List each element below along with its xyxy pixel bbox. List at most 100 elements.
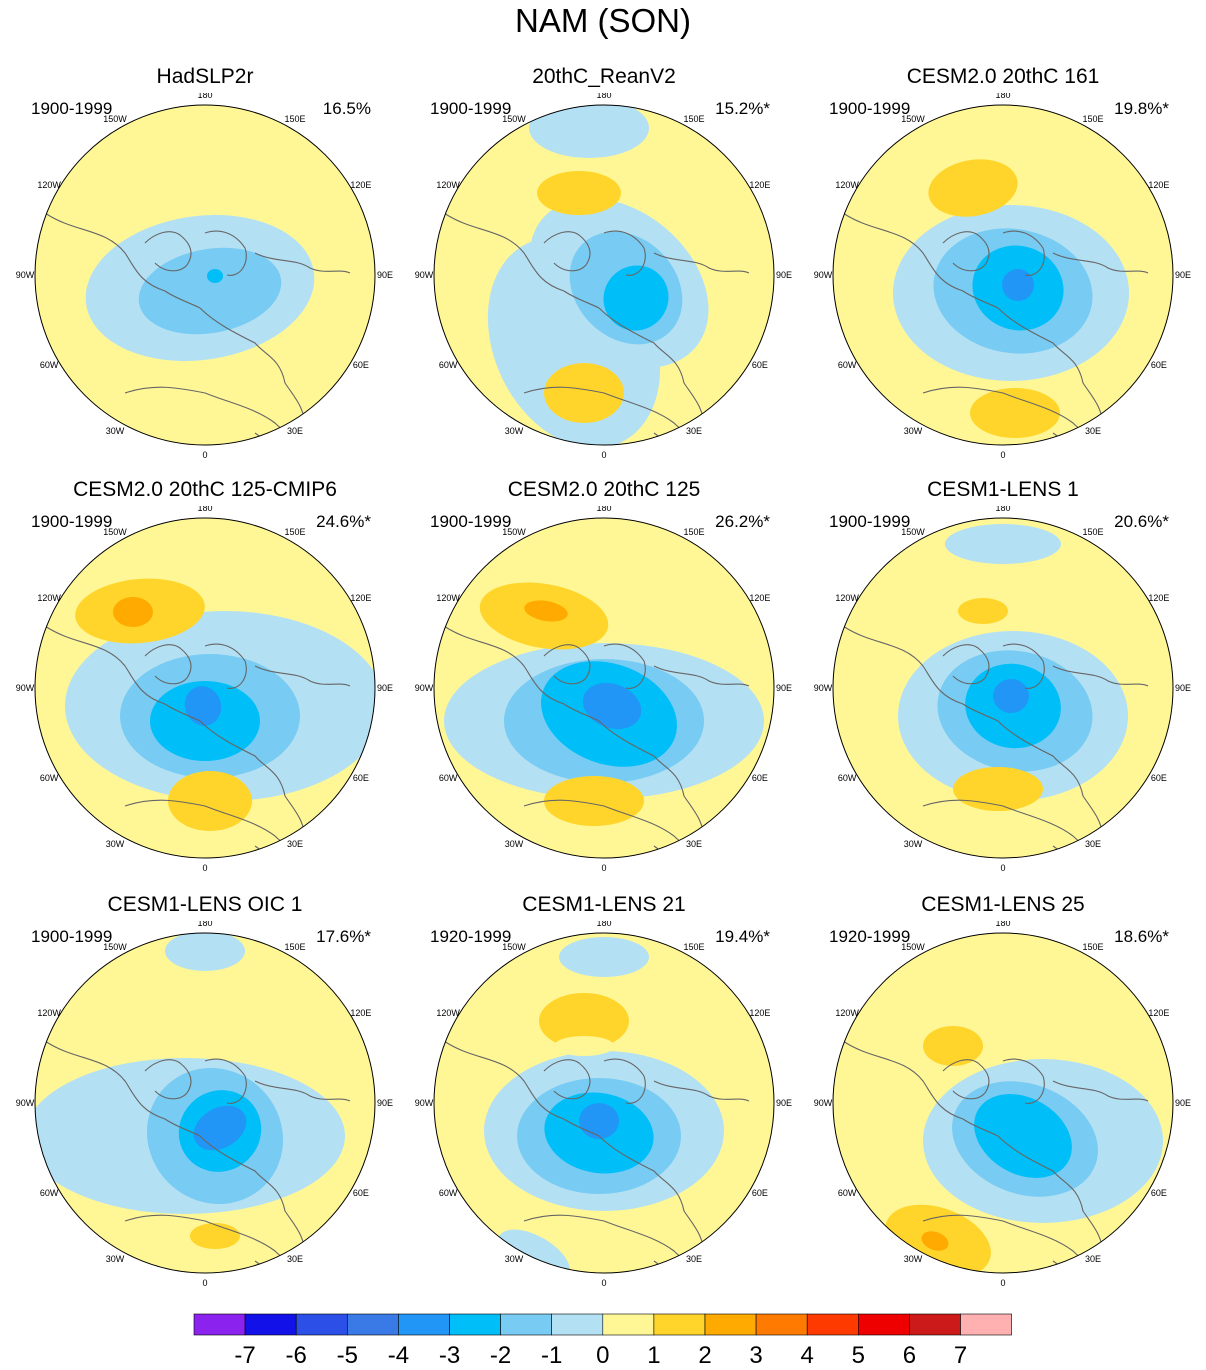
panel-title: CESM1-LENS 1 bbox=[927, 478, 1079, 501]
coastline bbox=[44, 212, 201, 309]
colorbar-swatch bbox=[244, 1313, 297, 1336]
contour-region bbox=[603, 265, 669, 331]
map-panel: CESM1-LENS 21 1920-1999 19.4%* 180 150E 120E 9… bbox=[404, 893, 804, 1303]
longitude-label: 150E bbox=[1082, 527, 1103, 537]
colorbar-swatch bbox=[806, 1313, 859, 1336]
longitude-label: 90W bbox=[16, 270, 35, 280]
longitude-label: 60E bbox=[353, 360, 369, 370]
colorbar-tick-label: 3 bbox=[749, 1342, 762, 1369]
contour-region bbox=[524, 600, 568, 622]
map-border bbox=[34, 104, 376, 446]
coastline bbox=[603, 1058, 646, 1104]
longitude-label: 30W bbox=[505, 839, 524, 849]
polar-map: 180 150E 120E 90E 60E 30E 0 30W 60W 90W 120W 150W bbox=[814, 93, 1191, 460]
contour-region bbox=[958, 598, 1008, 624]
longitude-label: 180 bbox=[197, 506, 212, 513]
contour-region bbox=[582, 682, 642, 730]
longitude-label: 120W bbox=[436, 180, 460, 190]
longitude-label: 180 bbox=[995, 93, 1010, 100]
map-panel: CESM1-LENS 25 1920-1999 18.6%* 180 150E 120E 9… bbox=[803, 893, 1203, 1303]
colorbar-swatch bbox=[398, 1313, 450, 1336]
longitude-label: 60E bbox=[752, 1188, 768, 1198]
colorbar: -7 -6 -5 -4 -3 -2 -1 0 1 2 3 4 5 6 7 bbox=[193, 1313, 1012, 1369]
longitude-label: 30E bbox=[686, 1254, 702, 1264]
coastline bbox=[598, 720, 705, 842]
longitude-label: 150W bbox=[502, 942, 526, 952]
longitude-label: 30E bbox=[287, 426, 303, 436]
coastline bbox=[653, 252, 750, 274]
panel-title: CESM1-LENS 25 bbox=[921, 893, 1085, 916]
longitude-label: 30W bbox=[904, 839, 923, 849]
longitude-label: 60W bbox=[40, 360, 59, 370]
contour-region bbox=[537, 171, 621, 215]
coastline bbox=[653, 665, 750, 687]
longitude-label: 30W bbox=[904, 1254, 923, 1264]
map-panel: CESM2.0 20thC 161 1900-1999 19.8%* 180 150E 1… bbox=[803, 65, 1203, 475]
longitude-label: 60W bbox=[439, 360, 458, 370]
coastline bbox=[543, 644, 591, 685]
longitude-label: 90E bbox=[377, 683, 393, 693]
contour-region bbox=[193, 1105, 247, 1151]
contour-region bbox=[970, 388, 1060, 438]
map-border bbox=[34, 932, 376, 1274]
longitude-label: 60W bbox=[838, 360, 857, 370]
longitude-label: 30W bbox=[106, 426, 125, 436]
coastline bbox=[1052, 665, 1149, 687]
polar-map: 180 150E 120E 90E 60E 30E 0 30W 60W 90W 120W 150W bbox=[16, 506, 393, 873]
longitude-label: 120E bbox=[1148, 593, 1169, 603]
map-border bbox=[832, 104, 1174, 446]
polar-map: 180 150E 120E 90E 60E 30E 0 30W 60W 90W 120W 150W bbox=[16, 921, 393, 1288]
coastline bbox=[254, 845, 291, 858]
polar-map: 180 150E 120E 90E 60E 30E 0 30W 60W 90W 120W 150W bbox=[415, 506, 792, 873]
contour-region bbox=[165, 933, 245, 971]
longitude-label: 180 bbox=[995, 921, 1010, 928]
longitude-label: 30W bbox=[505, 426, 524, 436]
longitude-label: 60E bbox=[752, 773, 768, 783]
colorbar-swatch bbox=[602, 1313, 655, 1336]
panel-title: HadSLP2r bbox=[156, 65, 254, 88]
longitude-label: 30E bbox=[287, 839, 303, 849]
longitude-label: 60E bbox=[1151, 773, 1167, 783]
longitude-label: 0 bbox=[202, 863, 207, 873]
panel-variance: 20.6%* bbox=[1114, 512, 1169, 531]
coastline bbox=[543, 231, 591, 272]
longitude-label: 0 bbox=[601, 1278, 606, 1288]
panel-title: CESM1-LENS 21 bbox=[522, 893, 686, 916]
longitude-label: 120E bbox=[749, 593, 770, 603]
polar-map: 180 150E 120E 90E 60E 30E 0 30W 60W 90W 120W 150W bbox=[415, 93, 792, 460]
coastline bbox=[653, 432, 690, 445]
map-panel: CESM2.0 20thC 125 1900-1999 26.2%* 180 150E 1… bbox=[404, 478, 804, 888]
polar-map: 180 150E 120E 90E 60E 30E 0 30W 60W 90W 120W 150W bbox=[814, 921, 1191, 1288]
panel-period: 1900-1999 bbox=[829, 99, 911, 118]
longitude-label: 150W bbox=[901, 942, 925, 952]
panel-title: CESM1-LENS OIC 1 bbox=[107, 893, 303, 916]
longitude-label: 150W bbox=[901, 114, 925, 124]
map-border bbox=[433, 104, 775, 446]
coastline bbox=[1002, 643, 1045, 689]
contour-region bbox=[993, 679, 1029, 713]
longitude-label: 180 bbox=[596, 93, 611, 100]
longitude-label: 60W bbox=[439, 1188, 458, 1198]
longitude-label: 90E bbox=[1175, 683, 1191, 693]
colorbar-tick-label: -5 bbox=[337, 1342, 358, 1369]
longitude-label: 90W bbox=[415, 270, 434, 280]
longitude-label: 90W bbox=[415, 1098, 434, 1108]
longitude-label: 120E bbox=[1148, 180, 1169, 190]
colorbar-tick-label: 4 bbox=[801, 1342, 814, 1369]
longitude-label: 60W bbox=[838, 773, 857, 783]
colorbar-tick-label: 0 bbox=[596, 1342, 609, 1369]
longitude-label: 120W bbox=[835, 593, 859, 603]
map-panel: CESM1-LENS 1 1900-1999 20.6%* 180 150E 120E 90… bbox=[803, 478, 1203, 888]
longitude-label: 90E bbox=[776, 1098, 792, 1108]
contour-region bbox=[579, 1103, 619, 1139]
colorbar-tick-label: 1 bbox=[647, 1342, 660, 1369]
colorbar-tick-label: -4 bbox=[388, 1342, 409, 1369]
coastline bbox=[44, 1040, 201, 1137]
longitude-label: 60W bbox=[40, 773, 59, 783]
longitude-label: 60E bbox=[1151, 360, 1167, 370]
longitude-label: 90E bbox=[1175, 1098, 1191, 1108]
coastline bbox=[443, 212, 600, 309]
coastline bbox=[1052, 845, 1089, 858]
longitude-label: 30E bbox=[1085, 839, 1101, 849]
longitude-label: 0 bbox=[1000, 450, 1005, 460]
